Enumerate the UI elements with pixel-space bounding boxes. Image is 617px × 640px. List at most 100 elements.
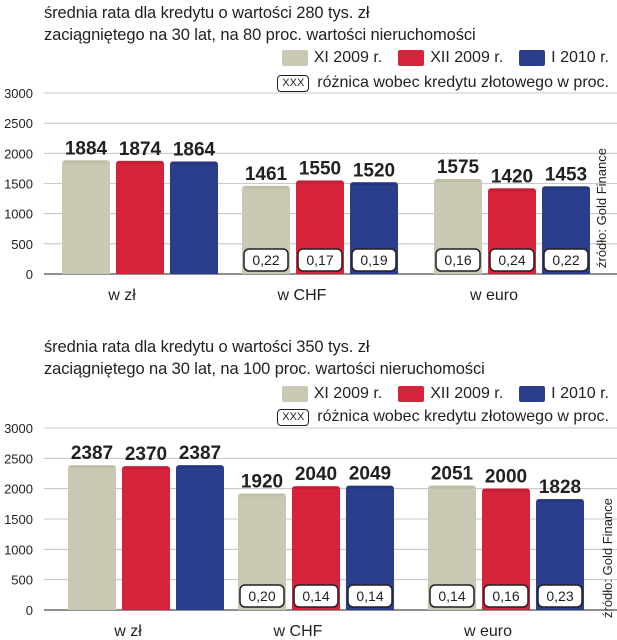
chart-panel-2: średnia rata dla kredytu o wartości 350 … — [0, 320, 617, 640]
bar-top-edge — [64, 160, 108, 164]
legend-item-i-2010: I 2010 r. — [519, 49, 609, 67]
diff-box — [351, 248, 397, 272]
bar-value-label: 2387 — [179, 443, 221, 464]
diff-value-label: 0,22 — [552, 252, 579, 268]
bar-top-edge — [70, 465, 114, 469]
bar — [482, 488, 530, 610]
diff-legend-label: różnica wobec kredytu złotowego w proc. — [317, 74, 609, 91]
chart-title-line-2: zaciągniętego na 30 lat, na 100 proc. wa… — [44, 360, 485, 378]
diff-legend: XXX różnica wobec kredytu złotowego w pr… — [277, 73, 609, 93]
chart-title-line-1: średnia rata dla kredytu o wartości 350 … — [44, 338, 370, 356]
chart-title: średnia rata dla kredytu o wartości 280 … — [44, 2, 476, 46]
chart-title-line-2: zaciągniętego na 30 lat, na 80 proc. war… — [44, 26, 476, 44]
bar — [68, 465, 116, 610]
bar — [292, 486, 340, 610]
diff-box — [243, 248, 289, 272]
bar-top-edge — [178, 465, 222, 469]
bar-value-label: 2040 — [295, 464, 337, 485]
diff-value-label: 0,14 — [438, 588, 465, 604]
bar-top-edge — [490, 188, 534, 192]
diff-legend-box: XXX — [277, 74, 310, 92]
diff-box — [293, 584, 339, 608]
bar-value-label: 2000 — [485, 467, 527, 488]
bar-top-edge — [348, 485, 392, 489]
bar-value-label: 2051 — [431, 464, 474, 485]
legend-item-xi-2009: XI 2009 r. — [281, 385, 383, 403]
bar-top-edge — [538, 499, 582, 503]
bar-value-label: 2049 — [349, 464, 391, 485]
y-tick-label: 2000 — [4, 482, 33, 497]
bar-top-edge — [124, 466, 168, 470]
diff-value-label: 0,23 — [546, 588, 573, 604]
y-tick-label: 1000 — [4, 207, 33, 222]
bar-plot: 0 500 1000 1500 2000 2500 3000 2387 2370 2387 w zł… — [4, 421, 617, 640]
y-tick-label: 3000 — [4, 86, 33, 101]
diff-box — [489, 248, 535, 272]
legend-item-xi-2009: XI 2009 r. — [281, 49, 383, 67]
bar-top-edge — [244, 185, 288, 189]
category-label: w euro — [469, 287, 518, 304]
legend-label: I 2010 r. — [551, 49, 609, 66]
diff-value-label: 0,14 — [302, 588, 329, 604]
legend-item-xii-2009: XII 2009 r. — [398, 49, 503, 67]
diff-box — [543, 248, 589, 272]
diff-legend-box: XXX — [277, 408, 310, 426]
bar-top-edge — [240, 493, 284, 497]
bar — [176, 465, 224, 610]
y-tick-label: 0 — [26, 267, 33, 282]
bar-value-label: 1864 — [173, 140, 216, 161]
source-note: źródło: Gold Finance — [594, 148, 609, 268]
diff-box — [347, 584, 393, 608]
diff-legend: XXX różnica wobec kredytu złotowego w pr… — [277, 407, 609, 427]
bar-value-label: 1550 — [299, 158, 341, 179]
bar — [116, 160, 164, 274]
diff-value-label: 0,19 — [360, 252, 387, 268]
bar-top-edge — [484, 488, 528, 492]
legend-swatch — [519, 50, 546, 66]
legend-swatch — [398, 50, 425, 66]
bar-value-label: 1453 — [545, 164, 587, 185]
diff-value-label: 0,24 — [498, 252, 525, 268]
legend-item-xii-2009: XII 2009 r. — [398, 385, 503, 403]
bar — [346, 485, 394, 610]
bar-value-label: 1874 — [119, 139, 162, 160]
legend-label: XII 2009 r. — [430, 49, 504, 66]
category-label: w CHF — [277, 287, 327, 304]
legend-label: XII 2009 r. — [430, 385, 504, 402]
bar — [170, 161, 218, 274]
y-tick-label: 2000 — [4, 146, 33, 161]
chart-title-line-1: średnia rata dla kredytu o wartości 280 … — [44, 4, 370, 22]
bar-top-edge — [352, 182, 396, 186]
bar-top-edge — [118, 160, 162, 164]
bar-top-edge — [298, 180, 342, 184]
diff-legend-label: różnica wobec kredytu złotowego w proc. — [317, 408, 609, 425]
legend-swatch — [281, 386, 308, 402]
bar-top-edge — [294, 486, 338, 490]
legend-label: XI 2009 r. — [313, 49, 383, 66]
legend-swatch — [281, 50, 308, 66]
bar-value-label: 1420 — [491, 166, 533, 187]
bar-value-label: 1520 — [353, 160, 395, 181]
bar-value-label: 1828 — [539, 477, 581, 498]
y-tick-label: 3000 — [4, 421, 33, 436]
legend-label: XI 2009 r. — [313, 385, 383, 402]
legend-swatch — [398, 386, 425, 402]
y-tick-label: 2500 — [4, 116, 33, 131]
bar — [238, 493, 286, 610]
diff-box — [239, 584, 285, 608]
bar-top-edge — [544, 186, 588, 190]
diff-box — [297, 248, 343, 272]
diff-value-label: 0,16 — [492, 588, 519, 604]
bar-value-label: 1575 — [437, 157, 480, 178]
y-tick-label: 0 — [26, 603, 33, 618]
diff-box — [537, 584, 583, 608]
bar-value-label: 1920 — [241, 472, 283, 493]
category-label: w zł — [107, 287, 136, 304]
diff-box — [483, 584, 529, 608]
diff-value-label: 0,20 — [248, 588, 275, 604]
bar — [122, 466, 170, 610]
category-label: w zł — [113, 623, 142, 640]
y-tick-label: 500 — [11, 237, 33, 252]
y-tick-label: 1000 — [4, 542, 33, 557]
bar — [62, 160, 110, 274]
